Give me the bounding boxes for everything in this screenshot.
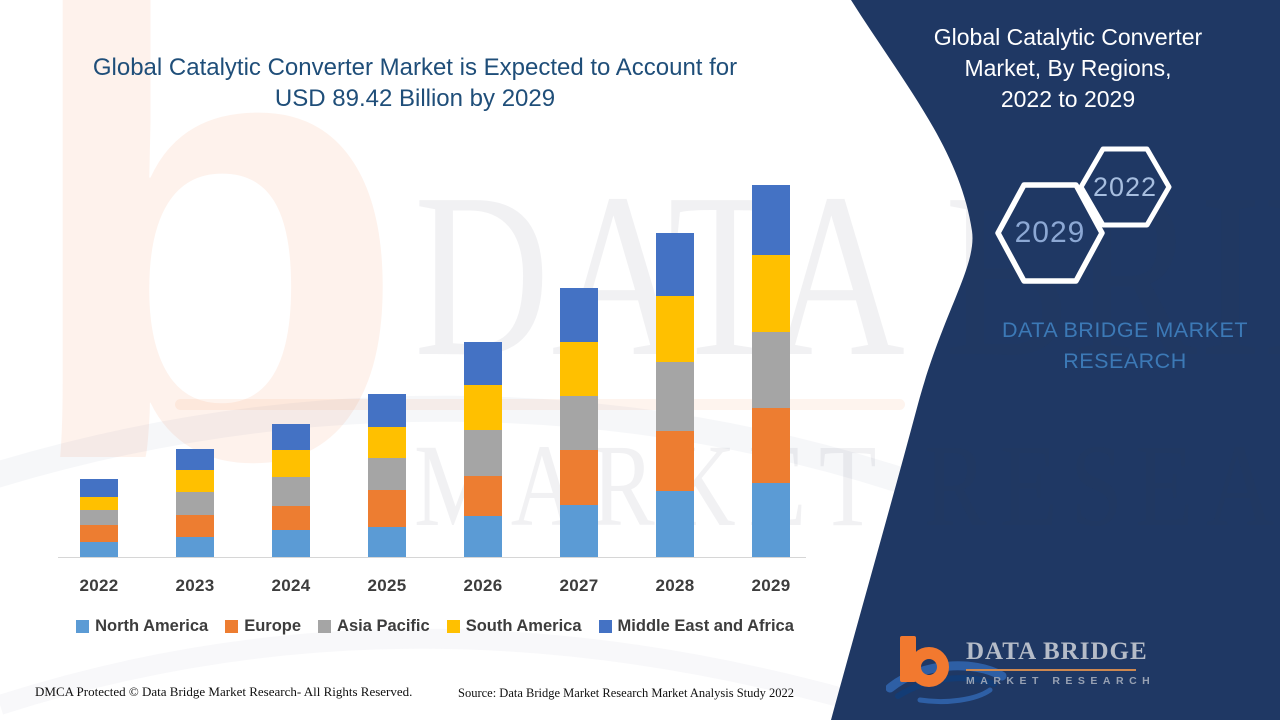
chart-legend: North America Europe Asia Pacific South Ame… — [15, 617, 855, 636]
bar-segment — [464, 430, 502, 476]
bar-segment — [176, 449, 214, 470]
bar-segment — [752, 483, 790, 557]
bar-2025 — [368, 394, 406, 557]
bar-segment — [368, 458, 406, 490]
hexagon-year-2029: 2029 — [1014, 216, 1086, 249]
bar-segment — [464, 516, 502, 557]
bar-segment — [368, 527, 406, 557]
bar-segment — [464, 476, 502, 516]
bar-segment — [752, 255, 790, 332]
logo-sub-text: MARKET RESEARCH — [966, 675, 1156, 687]
legend-label: Asia Pacific — [337, 617, 430, 635]
side-panel-brand-line2: RESEARCH — [1063, 349, 1187, 373]
legend-label: North America — [95, 617, 209, 635]
bar-2022 — [80, 479, 118, 557]
legend-item: Europe — [225, 617, 301, 636]
chart-title: Global Catalytic Converter Market is Exp… — [25, 52, 805, 114]
hexagon-2029 — [995, 182, 1105, 284]
bar-segment — [368, 427, 406, 458]
bar-segment — [176, 515, 214, 537]
bar-segment — [272, 424, 310, 450]
bar-segment — [464, 385, 502, 430]
legend-item: North America — [76, 617, 208, 636]
stacked-bar-chart — [80, 185, 790, 557]
legend-label: South America — [465, 617, 582, 635]
side-panel-brand-line1: DATA BRIDGE MARKET — [1002, 318, 1248, 342]
x-axis-label-2028: 2028 — [655, 576, 695, 595]
bar-segment — [80, 510, 118, 525]
bar-segment — [464, 342, 502, 385]
legend-swatch-icon — [76, 620, 90, 633]
bar-segment — [656, 296, 694, 362]
bar-segment — [656, 491, 694, 557]
bar-segment — [272, 477, 310, 506]
legend-item: South America — [446, 617, 582, 636]
dmca-notice: DMCA Protected © Data Bridge Market Rese… — [35, 684, 413, 699]
bar-segment — [80, 542, 118, 557]
bar-2024 — [272, 424, 310, 557]
hexagon-2022 — [1078, 146, 1172, 228]
bar-segment — [752, 408, 790, 483]
bar-2026 — [464, 342, 502, 557]
bar-segment — [560, 505, 598, 557]
legend-swatch-icon — [598, 620, 612, 633]
chart-title-line1: Global Catalytic Converter Market is Exp… — [92, 54, 738, 81]
bar-2023 — [176, 449, 214, 557]
x-axis-label-2029: 2029 — [751, 576, 791, 595]
legend-swatch-icon — [446, 620, 460, 633]
x-axis-line — [58, 557, 806, 558]
x-axis-label-2025: 2025 — [367, 576, 407, 595]
legend-label: Middle East and Africa — [617, 617, 794, 635]
legend-swatch-icon — [225, 620, 239, 633]
bar-2027 — [560, 288, 598, 557]
legend-item: Asia Pacific — [318, 617, 430, 636]
side-panel-title-line1: Global Catalytic Converter — [933, 24, 1203, 50]
x-axis-label-2024: 2024 — [271, 576, 311, 595]
bar-segment — [176, 537, 214, 557]
bar-segment — [656, 233, 694, 296]
bar-segment — [560, 288, 598, 342]
x-axis-label-2026: 2026 — [463, 576, 503, 595]
legend-item: Middle East and Africa — [598, 617, 794, 636]
legend-label: Europe — [244, 617, 302, 635]
bar-segment — [368, 490, 406, 527]
bar-segment — [176, 492, 214, 515]
source-note: Source: Data Bridge Market Research Mark… — [458, 686, 795, 700]
brand-watermark-line2: MARKET RESEARCH — [414, 420, 1280, 551]
bar-2029 — [752, 185, 790, 557]
bar-segment — [560, 342, 598, 396]
data-bridge-logo-icon — [886, 636, 1007, 705]
bar-segment — [560, 450, 598, 505]
bar-segment — [656, 362, 694, 431]
side-panel-title-line3: 2022 to 2029 — [1000, 86, 1136, 112]
background-logo-underline — [175, 399, 905, 410]
hexagon-year-2022: 2022 — [1092, 172, 1158, 202]
bar-segment — [80, 497, 118, 510]
x-axis-label-2023: 2023 — [175, 576, 215, 595]
bar-segment — [752, 185, 790, 255]
logo-brand-text: DATA BRIDGE — [966, 638, 1147, 671]
logo-text-block: DATA BRIDGE MARKET RESEARCH — [966, 638, 1156, 687]
bar-segment — [80, 525, 118, 542]
x-axis-label-2027: 2027 — [559, 576, 599, 595]
legend-swatch-icon — [318, 620, 332, 633]
bar-segment — [272, 450, 310, 477]
bar-segment — [272, 530, 310, 557]
bar-segment — [272, 506, 310, 530]
bar-segment — [368, 394, 406, 427]
bar-segment — [656, 431, 694, 491]
side-panel-brand-text: DATA BRIDGE MARKET RESEARCH — [955, 315, 1280, 377]
bar-segment — [176, 470, 214, 492]
bar-segment — [80, 479, 118, 497]
chart-title-line2: USD 89.42 Billion by 2029 — [274, 85, 556, 112]
bar-segment — [560, 396, 598, 450]
side-panel-title-line2: Market, By Regions, — [964, 55, 1172, 81]
side-panel-title: Global Catalytic Converter Market, By Re… — [898, 22, 1238, 115]
x-axis-label-2022: 2022 — [79, 576, 119, 595]
bar-2028 — [656, 233, 694, 557]
bar-segment — [752, 332, 790, 408]
